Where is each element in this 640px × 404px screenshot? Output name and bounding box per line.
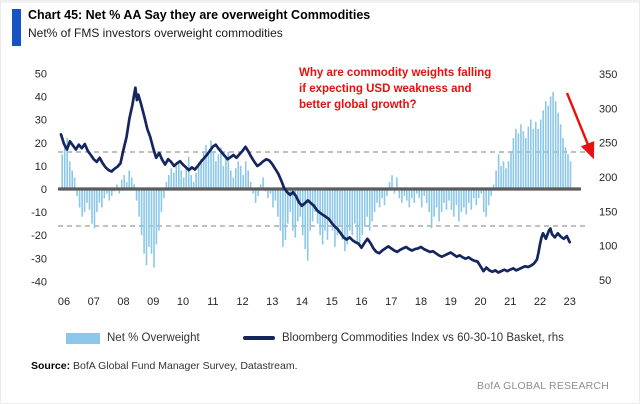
- source-label: Source:: [31, 360, 71, 372]
- left-axis-tick: -40: [31, 277, 47, 289]
- x-axis-tick: 08: [117, 296, 129, 308]
- left-axis-tick: -10: [31, 207, 47, 219]
- legend-label: Net % Overweight: [107, 332, 200, 344]
- left-axis-tick: 10: [35, 161, 47, 173]
- x-axis-tick: 15: [326, 296, 338, 308]
- left-axis-tick: 0: [41, 184, 47, 196]
- page-subtitle: Net% of FMS investors overweight commodi…: [28, 26, 283, 40]
- x-axis-tick: 07: [88, 296, 100, 308]
- legend-item-commodities-index: Bloomberg Commodities Index vs 60-30-10 …: [243, 330, 564, 346]
- left-axis-tick: -20: [31, 230, 47, 242]
- legend-label: Bloomberg Commodities Index vs 60-30-10 …: [282, 332, 564, 344]
- left-axis-tick: 20: [35, 138, 47, 150]
- right-axis-tick: 250: [599, 138, 617, 150]
- x-axis-tick: 11: [207, 296, 218, 308]
- left-axis-tick: -30: [31, 253, 47, 265]
- x-axis-tick: 06: [58, 296, 70, 308]
- x-axis-tick: 20: [474, 296, 486, 308]
- right-axis-tick: 200: [599, 172, 617, 184]
- x-axis-tick: 12: [236, 296, 248, 308]
- line-swatch-icon: [243, 336, 275, 340]
- left-axis-tick: 50: [35, 68, 47, 80]
- x-axis-tick: 18: [415, 296, 427, 308]
- annotation-arrow-icon: [565, 92, 595, 160]
- x-axis-tick: 17: [385, 296, 397, 308]
- x-axis-tick: 13: [266, 296, 278, 308]
- left-axis-tick: 40: [35, 92, 47, 104]
- net-overweight-bars: [61, 91, 572, 268]
- left-axis-tick: 30: [35, 115, 47, 127]
- x-axis-tick: 16: [355, 296, 367, 308]
- right-axis-tick: 350: [599, 69, 617, 81]
- x-axis-tick: 21: [504, 296, 516, 308]
- page-title: Chart 45: Net % AA Say they are overweig…: [28, 8, 371, 22]
- chart-legend: Net % Overweight Bloomberg Commodities I…: [1, 330, 639, 346]
- source-note: Source: BofA Global Fund Manager Survey,…: [31, 360, 298, 372]
- x-axis-tick: 23: [564, 296, 576, 308]
- x-axis-tick: 22: [534, 296, 546, 308]
- x-axis-tick: 09: [147, 296, 159, 308]
- bar-swatch-icon: [66, 332, 100, 344]
- title-accent-bar: [12, 9, 21, 46]
- legend-item-net-overweight: Net % Overweight: [66, 330, 200, 346]
- top-divider: [1, 1, 639, 3]
- commodities-index-line: [59, 86, 572, 274]
- x-axis-tick: 10: [177, 296, 189, 308]
- right-axis-tick: 150: [599, 206, 617, 218]
- x-axis-tick: 19: [445, 296, 457, 308]
- right-axis-tick: 50: [599, 275, 611, 287]
- chart-annotation: Why are commodity weights falling if exp…: [299, 67, 492, 111]
- right-axis-tick: 100: [599, 241, 617, 253]
- source-text: BofA Global Fund Manager Survey, Datastr…: [73, 360, 298, 372]
- brand-footer: BofA GLOBAL RESEARCH: [477, 380, 609, 392]
- x-axis-tick: 14: [296, 296, 308, 308]
- right-axis-tick: 300: [599, 103, 617, 115]
